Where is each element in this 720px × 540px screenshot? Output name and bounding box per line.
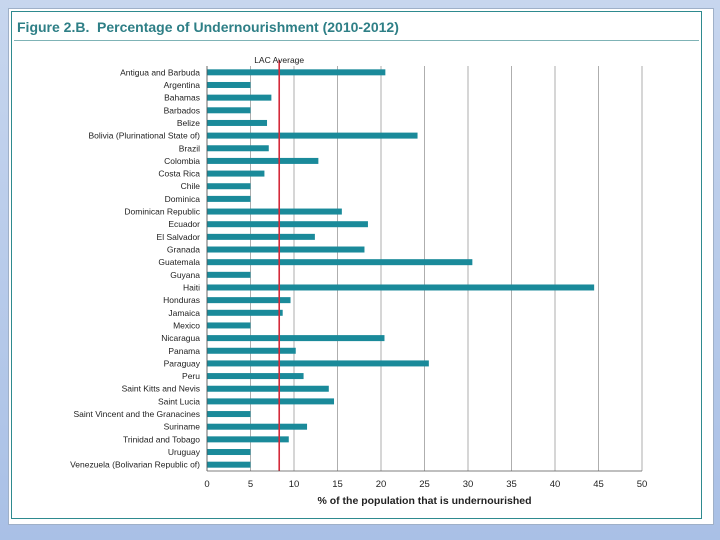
category-label: Costa Rica bbox=[158, 169, 200, 179]
category-label: Brazil bbox=[179, 143, 200, 153]
x-tick-label: 15 bbox=[332, 479, 343, 490]
category-label: Guyana bbox=[170, 270, 200, 280]
category-label: Dominican Republic bbox=[124, 207, 200, 217]
category-label: Argentina bbox=[164, 80, 201, 90]
x-tick-label: 20 bbox=[376, 479, 387, 490]
bar bbox=[207, 107, 251, 114]
bar bbox=[207, 423, 308, 430]
bar bbox=[207, 360, 429, 367]
x-tick-label: 30 bbox=[463, 479, 474, 490]
category-label: Mexico bbox=[173, 320, 200, 330]
category-label: Granada bbox=[167, 245, 200, 255]
bar bbox=[207, 221, 368, 228]
bar bbox=[207, 132, 418, 139]
bar bbox=[207, 246, 365, 253]
bar bbox=[207, 335, 385, 342]
bar bbox=[207, 170, 265, 177]
bar bbox=[207, 271, 251, 278]
bar bbox=[207, 411, 251, 418]
category-label: Saint Kitts and Nevis bbox=[122, 384, 200, 394]
figure-title-text: Percentage of Undernourishment (2010-201… bbox=[97, 19, 399, 35]
category-label: Saint Lucia bbox=[158, 396, 200, 406]
bar bbox=[207, 373, 304, 380]
bar bbox=[207, 81, 251, 88]
category-label: Honduras bbox=[163, 295, 200, 305]
x-tick-label: 0 bbox=[204, 479, 209, 490]
bar bbox=[207, 309, 283, 316]
x-tick-label: 50 bbox=[637, 479, 648, 490]
x-tick-label: 35 bbox=[506, 479, 517, 490]
bar bbox=[207, 385, 329, 392]
figure-frame bbox=[11, 11, 702, 519]
category-label: Uruguay bbox=[168, 447, 201, 457]
category-label: Ecuador bbox=[168, 219, 200, 229]
bar bbox=[207, 208, 342, 215]
category-label: Barbados bbox=[164, 105, 200, 115]
bar bbox=[207, 449, 251, 456]
x-tick-label: 25 bbox=[419, 479, 430, 490]
figure-title: Figure 2.B. Percentage of Undernourishmen… bbox=[17, 16, 399, 38]
category-label: Haiti bbox=[183, 282, 200, 292]
x-tick-label: 40 bbox=[550, 479, 561, 490]
x-tick-label: 5 bbox=[248, 479, 253, 490]
bar bbox=[207, 259, 473, 266]
category-label: Bahamas bbox=[164, 93, 200, 103]
category-label: El Salvador bbox=[157, 232, 201, 242]
bar bbox=[207, 297, 291, 304]
bar bbox=[207, 145, 269, 152]
bar bbox=[207, 284, 595, 291]
category-label: Colombia bbox=[164, 156, 200, 166]
x-tick-label: 10 bbox=[289, 479, 300, 490]
bar bbox=[207, 94, 272, 101]
bar bbox=[207, 69, 386, 76]
slide-background bbox=[8, 8, 714, 525]
category-label: Bolivia (Plurinational State of) bbox=[88, 131, 200, 141]
category-label: Suriname bbox=[164, 422, 201, 432]
x-tick-label: 45 bbox=[593, 479, 604, 490]
category-label: Peru bbox=[182, 371, 200, 381]
bar bbox=[207, 398, 335, 405]
bar bbox=[207, 157, 319, 164]
category-label: Saint Vincent and the Granacines bbox=[74, 409, 200, 419]
category-label: Venezuela (Bolivarian Republic of) bbox=[70, 460, 200, 470]
bar bbox=[207, 183, 251, 190]
category-label: Guatemala bbox=[158, 257, 200, 267]
bar bbox=[207, 119, 268, 126]
bar bbox=[207, 195, 251, 202]
title-divider bbox=[14, 40, 699, 41]
figure-label: Figure 2.B. bbox=[17, 19, 90, 35]
bar bbox=[207, 461, 251, 468]
bar bbox=[207, 322, 251, 329]
bar bbox=[207, 233, 315, 240]
category-label: Trinidad and Tobago bbox=[123, 434, 200, 444]
category-label: Jamaica bbox=[168, 308, 200, 318]
category-label: Belize bbox=[177, 118, 200, 128]
category-label: Nicaragua bbox=[161, 333, 200, 343]
category-label: Dominica bbox=[165, 194, 201, 204]
lac-average-label: LAC Average bbox=[254, 55, 304, 65]
x-axis-title: % of the population that is undernourish… bbox=[317, 495, 531, 507]
category-label: Paraguay bbox=[164, 358, 201, 368]
bar bbox=[207, 436, 289, 443]
category-label: Panama bbox=[168, 346, 200, 356]
category-label: Chile bbox=[181, 181, 201, 191]
bar bbox=[207, 347, 296, 354]
category-label: Antigua and Barbuda bbox=[120, 67, 200, 77]
